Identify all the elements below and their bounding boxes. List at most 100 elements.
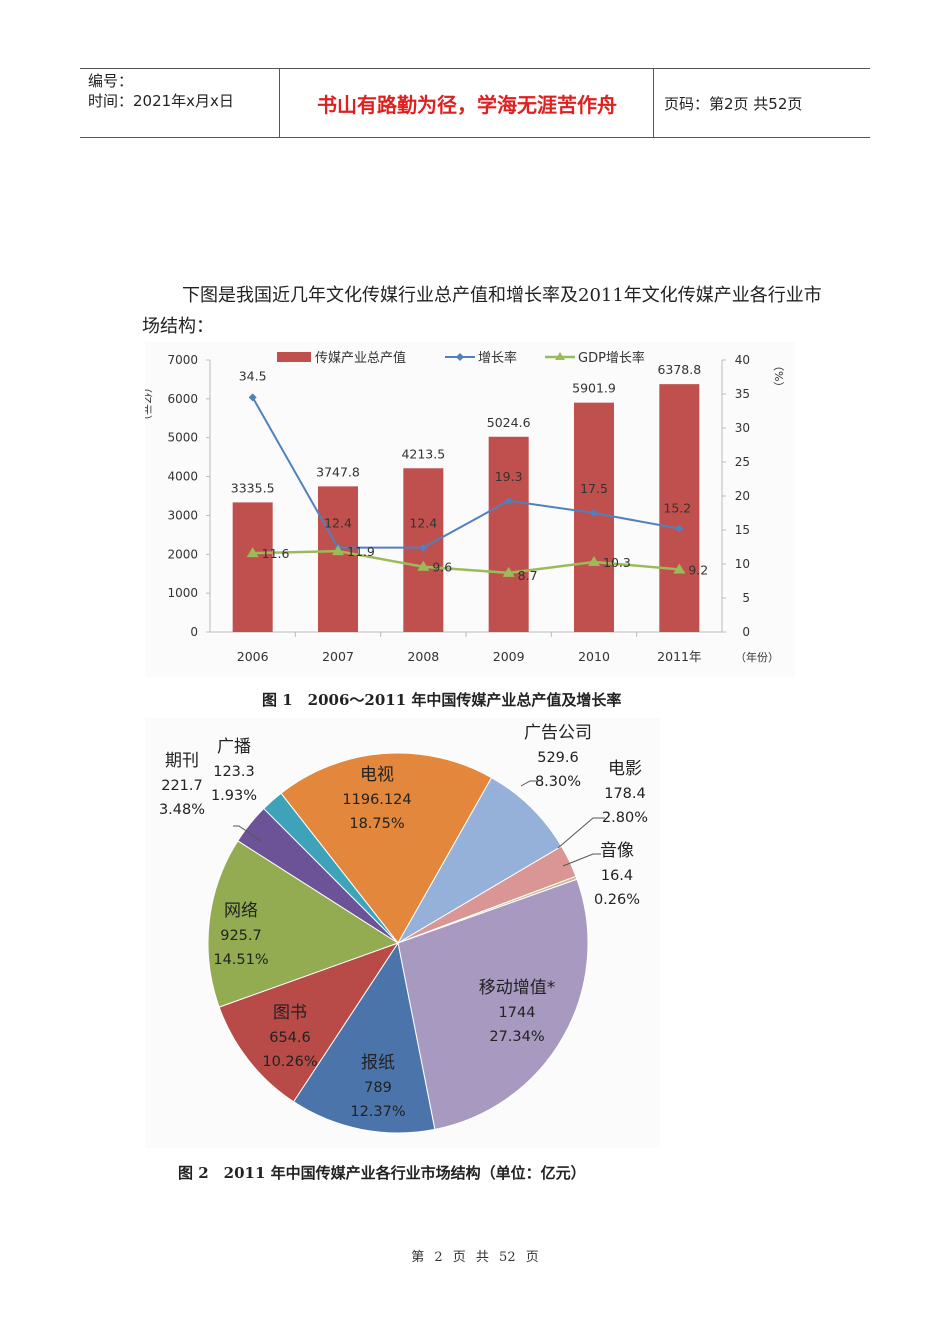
gdp-value-label: 8.7 — [518, 568, 538, 583]
y-right-tick-label: 30 — [735, 421, 750, 435]
bar-value-label: 3747.8 — [316, 464, 360, 479]
growth-value-label: 12.4 — [409, 516, 437, 531]
y-tick-label: 4000 — [167, 470, 198, 484]
pie-label-name: 移动增值* — [479, 978, 556, 998]
bar — [659, 384, 700, 632]
left-unit-label: （亿元） — [145, 382, 153, 426]
leader-line — [233, 825, 262, 842]
pie-label-value: 16.4 — [601, 868, 633, 884]
gdp-marker — [417, 560, 430, 571]
gdp-value-label: 10.3 — [603, 555, 631, 570]
pie-label-name: 报纸 — [361, 1053, 395, 1073]
gdp-value-label: 9.2 — [688, 562, 708, 577]
legend-marker-gdp — [555, 352, 565, 360]
pie-label-name: 网络 — [224, 901, 258, 921]
gdp-marker — [246, 547, 259, 558]
growth-marker — [675, 524, 684, 533]
header-page-info: 页码：第2页 共52页 — [664, 94, 803, 113]
bar-value-label: 4213.5 — [401, 446, 445, 461]
bar — [318, 486, 358, 632]
pie-label-name: 广告公司 — [524, 723, 592, 743]
leader-line — [557, 817, 605, 849]
pie-label-name: 音像 — [600, 841, 634, 861]
intro-paragraph: 下图是我国近几年文化传媒行业总产值和增长率及2011年文化传媒产业各行业市场结构… — [142, 285, 822, 337]
pie-label-percent: 10.26% — [262, 1054, 317, 1070]
y-tick-label: 6000 — [167, 392, 198, 406]
growth-value-label: 15.2 — [663, 501, 691, 516]
x-tick-label: 2006 — [237, 649, 269, 664]
growth-value-label: 34.5 — [239, 368, 267, 383]
y-tick-label: 1000 — [167, 586, 198, 600]
pie-label-value: 1744 — [499, 1005, 536, 1021]
pie-label-percent: 12.37% — [350, 1104, 405, 1120]
bar — [488, 436, 529, 632]
y-right-tick-label: 40 — [735, 353, 750, 367]
x-tick-label: 2008 — [407, 649, 439, 664]
bar-value-label: 5901.9 — [572, 381, 616, 396]
growth-marker — [419, 543, 428, 552]
gdp-value-label: 11.9 — [347, 544, 375, 559]
pie-label-value: 221.7 — [161, 778, 203, 794]
pie-slice — [280, 752, 493, 944]
gdp-rate-line — [252, 549, 680, 575]
bar — [574, 402, 614, 632]
time-label: 时间：2021年x月x日 — [88, 92, 234, 110]
pie-label-percent: 2.80% — [602, 810, 648, 826]
page-header-table: 编号： 时间：2021年x月x日 书山有路勤为径，学海无涯苦作舟 页码：第2页 … — [80, 68, 870, 138]
pie-label-name: 期刊 — [165, 751, 199, 771]
pie-label-value: 529.6 — [537, 750, 579, 766]
pie-label-value: 789 — [364, 1080, 392, 1096]
pie-label-name: 图书 — [273, 1003, 307, 1023]
header-motto: 书山有路勤为径，学海无涯苦作舟 — [281, 69, 654, 137]
right-unit-label: （%） — [772, 360, 785, 392]
x-tick-label: 2010 — [578, 649, 610, 664]
pie-slice — [218, 942, 400, 1103]
leader-line — [520, 780, 537, 787]
legend-label-growth: 增长率 — [478, 350, 517, 366]
x-unit-label: （年份） — [735, 650, 779, 664]
pie-label-name: 电视 — [360, 765, 394, 785]
pie-label-name: 广播 — [217, 737, 251, 757]
y-tick-label: 7000 — [167, 353, 198, 367]
x-tick-label: 2007 — [322, 649, 354, 664]
pie-chart: 电视 1196.124 18.75% 广告公司 529.6 8.30% 电影 178.4 2.8… — [159, 723, 648, 1134]
pie-label-percent: 3.48% — [159, 802, 205, 818]
pie-label-name: 电影 — [608, 759, 642, 779]
gdp-marker — [673, 563, 686, 574]
figure1-caption: 图 1 2006～2011 年中国传媒产业总产值及增长率 — [262, 691, 622, 709]
legend-swatch-output — [277, 352, 311, 362]
growth-value-label: 17.5 — [580, 481, 608, 496]
pie-label-value: 178.4 — [604, 786, 646, 802]
bar — [232, 502, 273, 632]
figure1-chart: 0 1000 2000 3000 4000 5000 6000 7000 0 5 10 15 20 25 3… — [140, 342, 795, 677]
growth-marker — [590, 509, 598, 517]
bar-value-label: 5024.6 — [487, 415, 531, 430]
figure2-caption: 图 2 2011 年中国传媒产业各行业市场结构（单位：亿元） — [178, 1164, 586, 1182]
pie-label-percent: 1.93% — [211, 788, 257, 804]
gdp-marker — [332, 545, 344, 556]
page-footer: 第 2 页 共 52 页 — [411, 1250, 539, 1265]
gdp-value-label: 9.6 — [432, 560, 452, 575]
y-tick-label: 2000 — [167, 547, 198, 561]
y-tick-label: 3000 — [167, 508, 198, 522]
figure2-chart: 电视 1196.124 18.75% 广告公司 529.6 8.30% 电影 178.4 2.8… — [145, 718, 660, 1148]
x-tick-label: 2009 — [493, 649, 525, 664]
growth-rate-line — [251, 396, 680, 549]
y-tick-label: 0 — [190, 625, 198, 639]
legend-label-output: 传媒产业总产值 — [315, 350, 406, 366]
bar-value-label: 3335.5 — [231, 480, 275, 495]
gdp-value-label: 11.6 — [262, 546, 290, 561]
legend-marker-growth — [456, 353, 464, 361]
number-label: 编号： — [88, 72, 134, 90]
leader-line — [562, 853, 601, 867]
legend-label-gdp: GDP增长率 — [578, 350, 645, 366]
y-right-tick-label: 35 — [735, 387, 750, 401]
pie-label-value: 654.6 — [269, 1030, 311, 1046]
pie-label-value: 1196.124 — [342, 792, 411, 808]
bar-line-chart: 0 1000 2000 3000 4000 5000 6000 7000 0 5 10 15 20 25 3… — [140, 350, 785, 664]
pie-slice — [396, 776, 563, 945]
x-tick-label: 2011年 — [657, 649, 701, 664]
pie-slice — [292, 941, 436, 1134]
y-right-tick-label: 20 — [735, 489, 750, 503]
pie-label-percent: 27.34% — [489, 1029, 544, 1045]
